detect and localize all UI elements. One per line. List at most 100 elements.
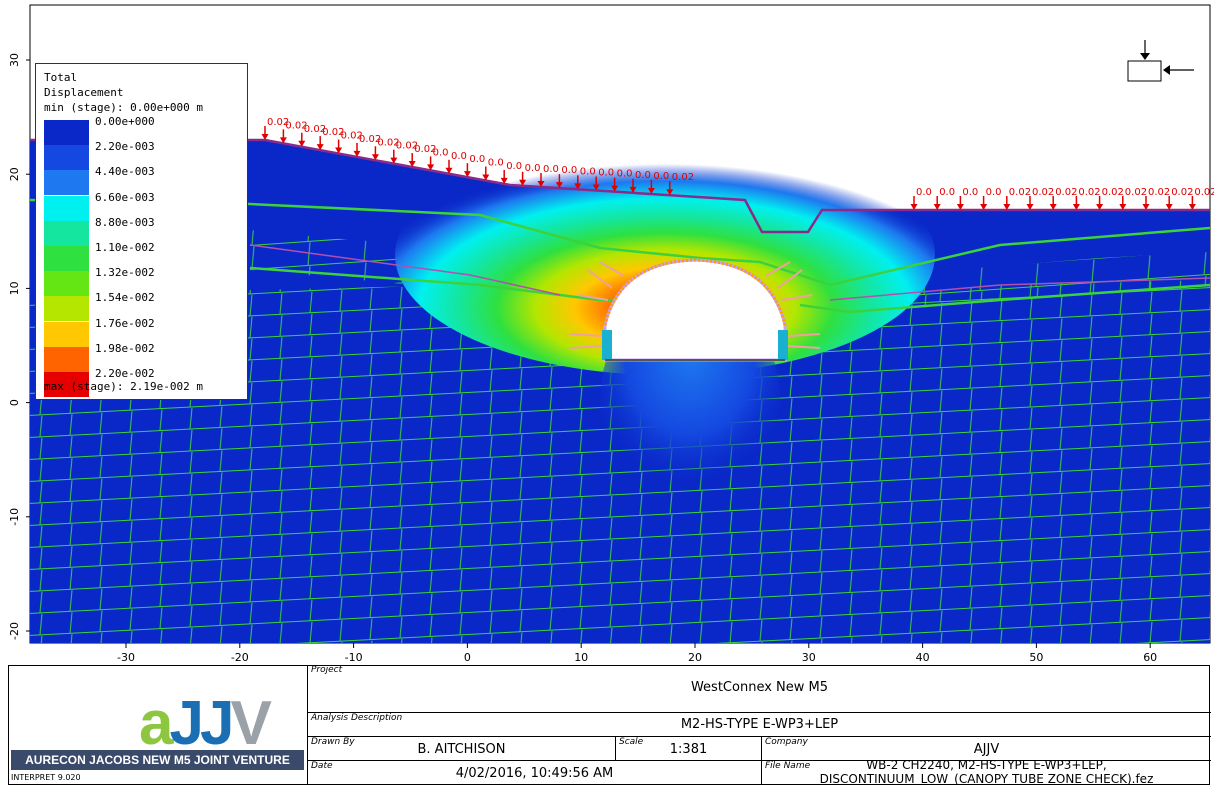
legend-entry: 0.00e+000 — [44, 115, 244, 145]
x-tick-label: 60 — [1143, 651, 1157, 664]
rock-bolts — [569, 261, 821, 349]
layer-boundary-upper — [29, 198, 1211, 287]
load-label: 0.02 — [377, 137, 399, 148]
load-label: 0.0 — [488, 158, 504, 169]
load-label: 0.02 — [1102, 187, 1124, 198]
legend-swatch — [44, 346, 89, 372]
x-tick-label: -30 — [117, 651, 135, 664]
legend-label: 2.20e-003 — [95, 140, 155, 154]
load-label: 0.02 — [1125, 187, 1147, 198]
surface-loads-left: 0.020.020.020.020.020.020.020.020.020.0 0… — [261, 117, 694, 196]
load-label: 0.0 — [962, 187, 978, 198]
project-name: WestConnex New M5 — [690, 680, 829, 695]
load-label: 0.0 — [525, 163, 541, 174]
legend-label: 6.60e-003 — [95, 190, 155, 204]
y-tick-label: 10 — [8, 281, 21, 295]
date-cell: Date 4/02/2016, 10:49:56 AM — [307, 760, 761, 785]
legend-entry: 2.20e-002 — [44, 367, 244, 397]
x-tick-label: -10 — [345, 651, 363, 664]
model-canvas[interactable]: 0.020.020.020.020.020.020.020.020.020.0 0… — [0, 0, 1214, 665]
legend-entry: 2.20e-003 — [44, 140, 244, 171]
legend-label: 4.40e-003 — [95, 165, 155, 179]
legend-entry: 4.40e-003 — [44, 165, 244, 196]
load-label: 0.02 — [341, 131, 363, 142]
legend-label: 0.00e+000 — [95, 115, 155, 128]
surface-loads-right: 0.0 0.0 0.0 0.0 0.02 0.02 0.02 0.02 0.02 0.02 0.02… — [910, 187, 1214, 210]
load-label: 0.02 — [304, 124, 326, 135]
legend-swatch — [44, 296, 89, 322]
load-label: 0.02 — [1009, 187, 1031, 198]
legend-label: 2.20e-002 — [95, 367, 155, 380]
x-tick-label: -20 — [231, 651, 249, 664]
file-name-cell: File Name WB-2 CH2240, M2-HS-TYPE E-WP3+… — [761, 760, 1211, 785]
company-logo: aJJV AURECON JACOBS NEW M5 JOINT VENTURE… — [9, 666, 307, 784]
legend-max: max (stage): 2.19e-002 m — [44, 380, 203, 393]
drawn-by-cell: Drawn By B. AITCHISON — [307, 736, 615, 760]
drawn-by: B. AITCHISON — [417, 742, 506, 757]
legend-title: Total Displacement min (stage): 0.00e+00… — [44, 71, 203, 114]
y-tick-label: 0 — [8, 399, 21, 406]
model-view[interactable]: 0.02 0.02 0.02 0.02 0.02 0.02 0.02 0.02 0.02 0.0 0… — [0, 0, 1214, 665]
x-tick-label: 40 — [916, 651, 930, 664]
right-wall-support — [778, 330, 788, 360]
legend-swatch — [44, 271, 89, 297]
load-label: 0.02 — [1148, 187, 1170, 198]
load-label: 0.02 — [672, 172, 694, 183]
load-label: 0.02 — [285, 120, 307, 131]
y-tick-label: -10 — [8, 508, 21, 526]
software-version: INTERPRET 9.020 — [11, 773, 81, 782]
x-tick-label: 20 — [688, 651, 702, 664]
load-label: 0.02 — [359, 134, 381, 145]
analysis-cell: Analysis Description M2-HS-TYPE E-WP3+LE… — [307, 712, 1211, 736]
boundary-condition-icon — [1127, 40, 1194, 82]
legend-entry: 1.76e-002 — [44, 317, 244, 347]
logo-banner: AURECON JACOBS NEW M5 JOINT VENTURE — [11, 750, 304, 770]
load-label: 0.02 — [267, 117, 289, 128]
bedding-line-left — [249, 244, 561, 296]
load-label: 0.02 — [396, 141, 418, 152]
legend-entry: 6.60e-003 — [44, 191, 244, 221]
y-axis: 30 20 10 0 -10 -20 — [8, 53, 30, 640]
layer-boundary-mid-right — [799, 283, 1211, 314]
scale-cell: Scale 1:381 — [615, 736, 761, 760]
analysis-description: M2-HS-TYPE E-WP3+LEP — [680, 717, 839, 732]
load-label: 0.0 — [617, 169, 633, 180]
load-label: 0.0 — [561, 165, 577, 176]
load-label: 0.02 — [1055, 187, 1077, 198]
legend-swatch — [44, 246, 89, 271]
load-label: 0.0 — [543, 164, 559, 175]
canopy-tubes — [603, 258, 787, 326]
legend-swatch — [44, 372, 89, 397]
legend-swatch — [44, 195, 89, 221]
legend-entry: 1.32e-002 — [44, 266, 244, 297]
load-label: 0.0 — [635, 170, 651, 181]
legend-label: 1.76e-002 — [95, 316, 155, 330]
load-label: 0.0 — [653, 171, 669, 182]
load-label: 0.0 — [580, 166, 596, 177]
scale: 1:381 — [669, 742, 708, 757]
load-label: 0.0 — [506, 161, 522, 172]
load-label: 0.0 — [916, 187, 932, 198]
company: AJJV — [973, 742, 1000, 757]
legend-entry: 1.98e-002 — [44, 342, 244, 372]
legend-swatch — [44, 145, 89, 171]
load-label: 0.02 — [1194, 187, 1214, 198]
load-label: 0.02 — [1078, 187, 1100, 198]
y-tick-label: 30 — [8, 53, 21, 67]
load-label: 0.0 — [939, 187, 955, 198]
load-label: 0.0 — [986, 187, 1002, 198]
legend-label: 8.80e-003 — [95, 215, 155, 229]
load-label: 0.0 — [451, 151, 467, 162]
load-label: 0.0 — [433, 147, 449, 158]
x-tick-label: 50 — [1029, 651, 1043, 664]
legend-swatch — [44, 321, 89, 347]
legend-swatch — [44, 220, 89, 246]
x-axis: -30 -20 -10 0 10 20 30 40 50 60 — [117, 643, 1157, 664]
date: 4/02/2016, 10:49:56 AM — [455, 766, 614, 781]
ground-surface — [30, 138, 1210, 234]
legend-label: 1.98e-002 — [95, 341, 155, 355]
legend-swatch — [44, 120, 89, 145]
legend-label: 1.10e-002 — [95, 241, 155, 254]
file-name: WB-2 CH2240, M2-HS-TYPE E-WP3+LEP, DISCO… — [819, 760, 1154, 785]
legend-entry: 8.80e-003 — [44, 216, 244, 246]
